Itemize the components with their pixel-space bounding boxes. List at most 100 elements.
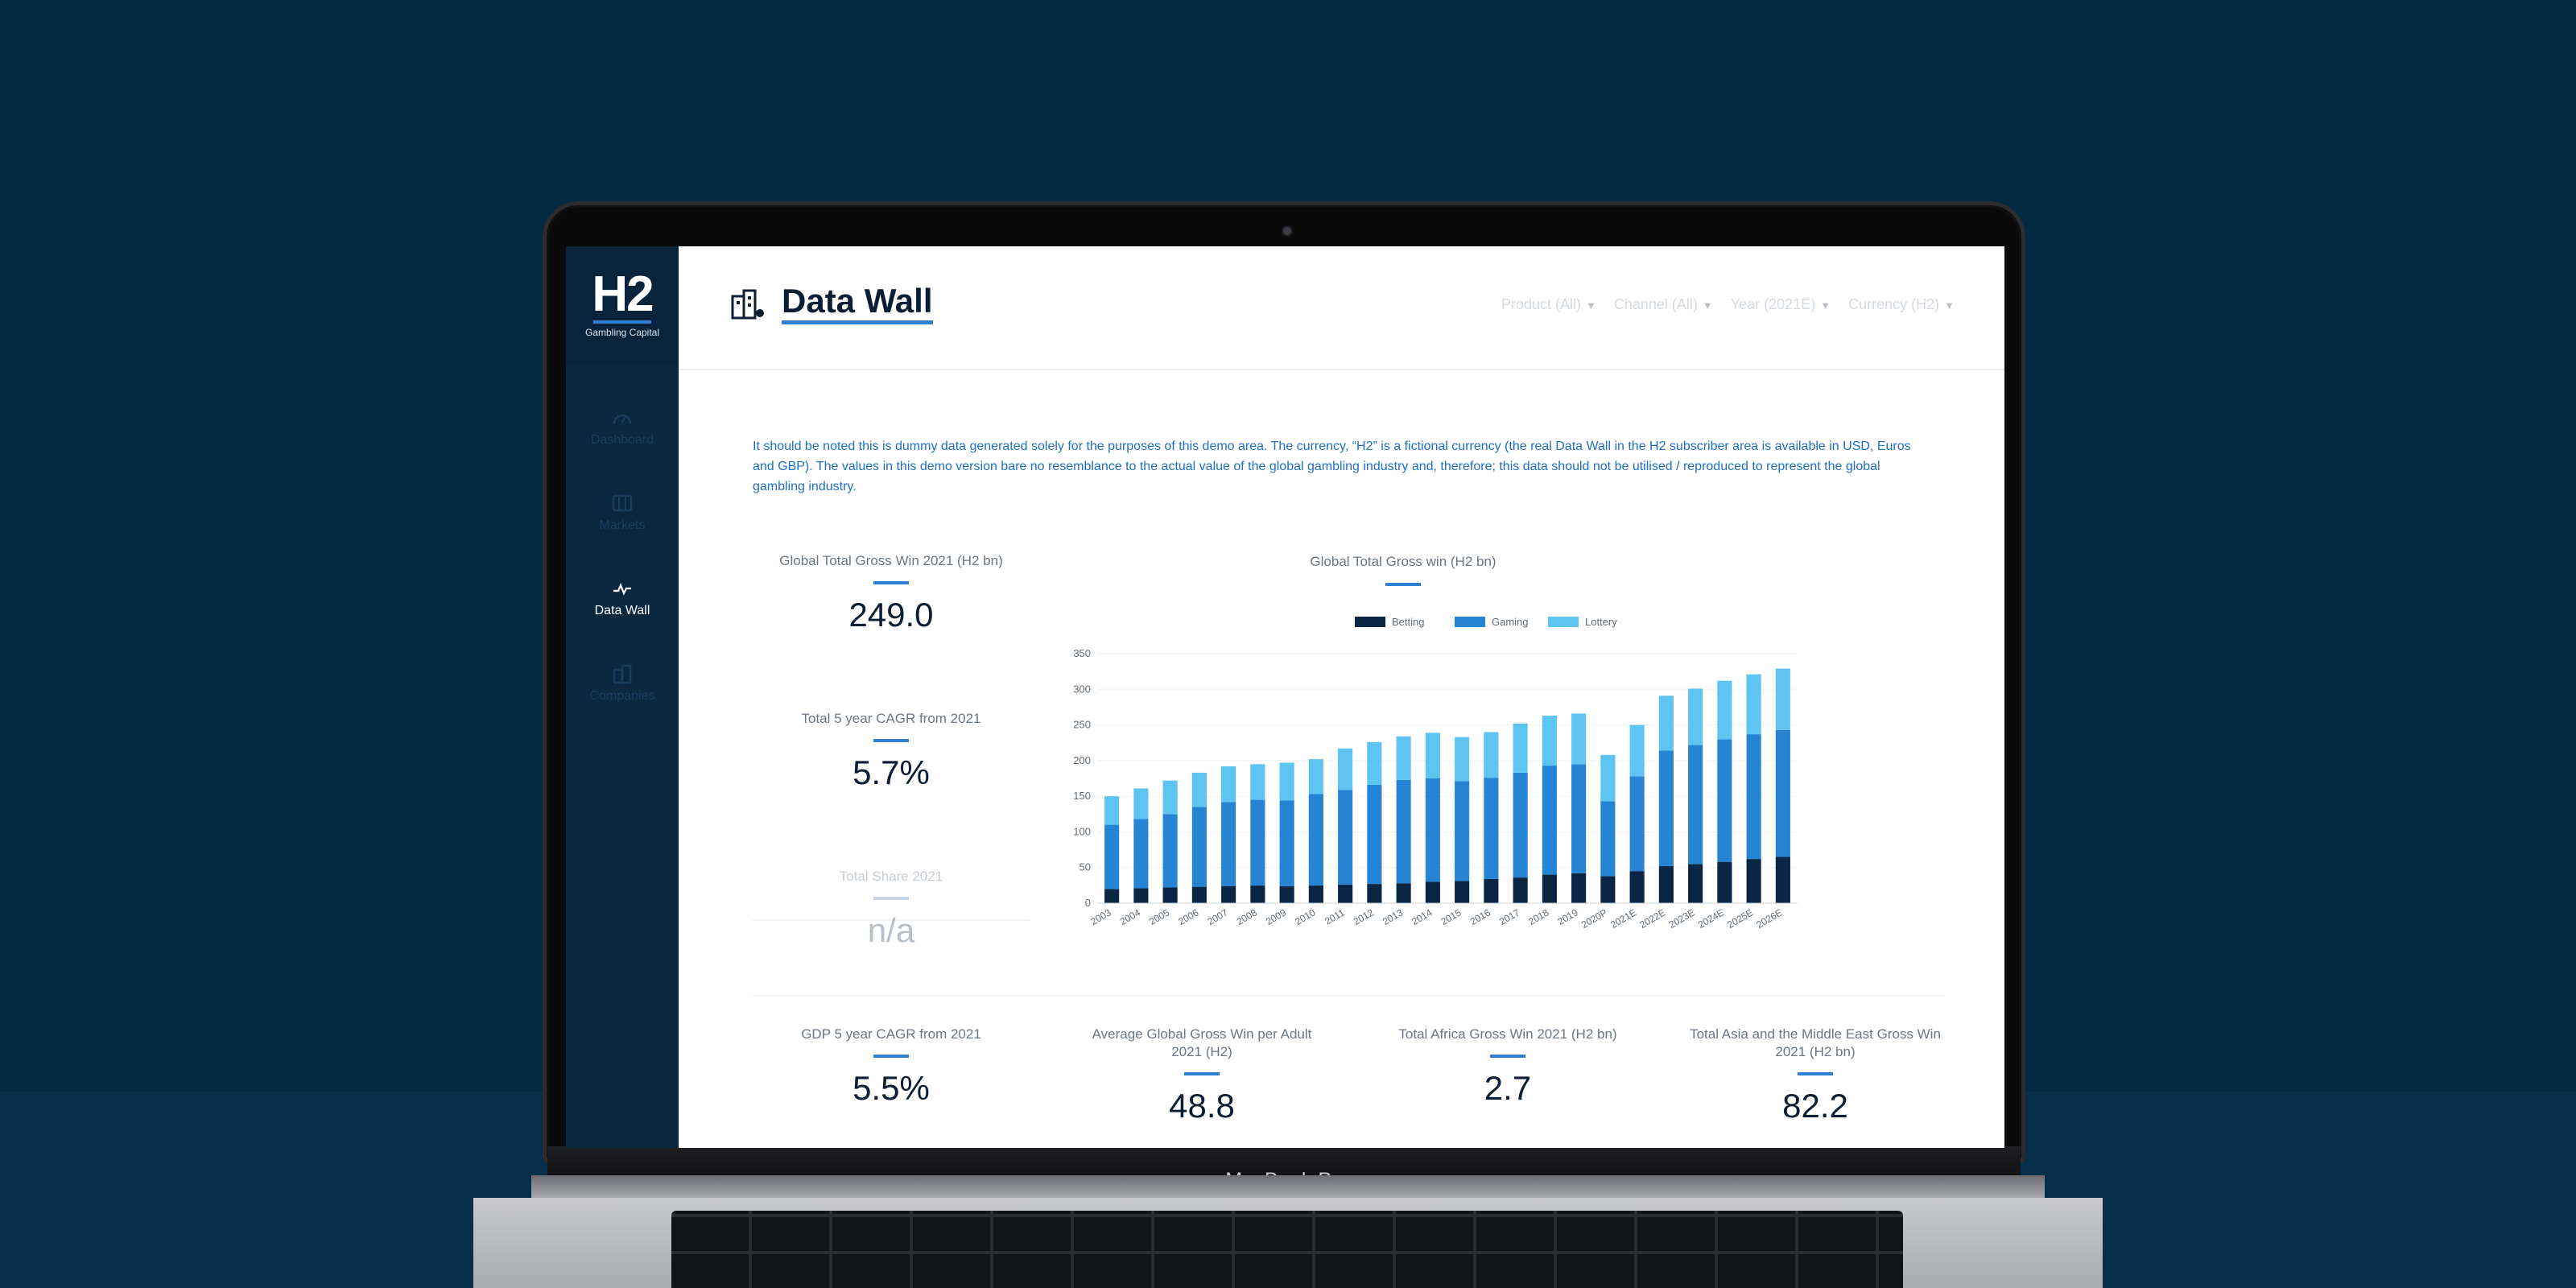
y-tick-label: 50: [1080, 861, 1091, 873]
product-filter[interactable]: Product (All) ▼: [1501, 296, 1596, 313]
x-tick-label: 2022E: [1637, 906, 1667, 930]
legend-label: Lottery: [1585, 616, 1617, 628]
bar-segment-lottery: [1104, 796, 1120, 825]
y-tick-label: 0: [1085, 897, 1091, 909]
title-underline: [782, 320, 933, 324]
bar-segment-betting: [1629, 871, 1645, 903]
bar-segment-gaming: [1162, 814, 1178, 888]
x-tick-label: 2004: [1118, 906, 1142, 927]
kpi-rule: [1184, 1072, 1220, 1075]
bar-segment-lottery: [1396, 736, 1411, 780]
map-icon: [612, 494, 633, 512]
disclaimer-text: It should be noted this is dummy data ge…: [753, 440, 1911, 493]
bar-segment-betting: [1308, 885, 1323, 903]
kpi-gdp-cagr: GDP 5 year CAGR from 2021 5.5%: [753, 1026, 1030, 1108]
logo[interactable]: H2 Gambling Capital: [566, 246, 679, 365]
bar-segment-betting: [1367, 884, 1382, 903]
channel-filter[interactable]: Channel (All) ▼: [1614, 296, 1713, 313]
bar-segment-lottery: [1513, 723, 1528, 773]
bar-segment-gaming: [1221, 802, 1236, 886]
kpi-value: n/a: [867, 911, 915, 949]
currency-filter[interactable]: Currency (H2) ▼: [1848, 296, 1955, 313]
section-divider: [753, 995, 1944, 997]
bar-segment-lottery: [1775, 668, 1790, 730]
bar-segment-gaming: [1308, 794, 1323, 886]
sidebar-item-label: Companies: [589, 689, 655, 703]
x-tick-label: 2010: [1293, 906, 1317, 927]
bar-segment-betting: [1221, 886, 1236, 903]
kpi-divider: [753, 919, 1030, 921]
bar-segment-lottery: [1629, 724, 1645, 777]
buildings-icon: [731, 289, 764, 320]
bar-segment-gaming: [1717, 739, 1732, 862]
y-tick-label: 100: [1073, 825, 1091, 837]
kpi-asia-middle-east: Total Asia and the Middle East Gross Win…: [1686, 1026, 1944, 1125]
x-tick-label: 2016: [1468, 906, 1492, 927]
bar-segment-betting: [1746, 859, 1761, 903]
page-header: Data Wall Product (All) ▼ Channel (All) ▼ …: [679, 246, 2004, 370]
main-content: Data Wall Product (All) ▼ Channel (All) ▼ …: [679, 246, 2004, 1148]
kpi-rule: [873, 739, 909, 742]
bar-segment-lottery: [1367, 741, 1382, 785]
x-tick-label: 2019: [1555, 906, 1579, 927]
bar-segment-gaming: [1600, 801, 1616, 877]
bar-segment-betting: [1133, 888, 1149, 903]
bar-segment-gaming: [1629, 776, 1645, 872]
bar-segment-betting: [1688, 864, 1703, 903]
bar-segment-gaming: [1688, 745, 1703, 865]
legend-swatch: [1355, 617, 1385, 627]
buildings-icon: [613, 664, 632, 684]
gauge-icon: [613, 414, 632, 424]
kpi-rule: [873, 581, 909, 584]
x-tick-label: 2017: [1497, 906, 1521, 927]
sidebar-item-dashboard[interactable]: Dashboard: [566, 407, 679, 448]
kpi-label: Global Total Gross Win 2021 (H2 bn): [779, 553, 1003, 568]
x-tick-label: 2003: [1088, 906, 1113, 927]
bar-segment-betting: [1775, 857, 1790, 903]
kpi-value: 82.2: [1782, 1087, 1848, 1125]
sidebar-item-label: Dashboard: [590, 433, 654, 447]
y-tick-label: 350: [1073, 647, 1091, 659]
filter-label: Year (2021E): [1730, 296, 1816, 312]
bar-segment-betting: [1571, 873, 1587, 903]
logo-mark: H2: [592, 266, 654, 322]
bar-segment-lottery: [1484, 732, 1499, 778]
bar-segment-gaming: [1513, 772, 1528, 878]
kpi-total-share: Total Share 2021 n/a: [753, 868, 1030, 950]
y-tick-label: 200: [1073, 754, 1091, 766]
kpi-rule: [1490, 1055, 1525, 1058]
filter-bar: Product (All) ▼ Channel (All) ▼ Year (2021…: [1501, 296, 1955, 313]
bar-segment-gaming: [1250, 799, 1265, 886]
bar-segment-gaming: [1367, 784, 1382, 885]
chart-title: Global Total Gross win (H2 bn): [1310, 554, 1496, 569]
keyboard: [671, 1211, 1903, 1288]
sidebar-item-data-wall[interactable]: Data Wall: [566, 578, 679, 618]
x-tick-label: 2005: [1147, 906, 1171, 927]
bar-segment-betting: [1104, 889, 1120, 903]
sidebar: H2 Gambling Capital Dashboard Markets Da: [566, 246, 679, 1148]
bar-segment-lottery: [1717, 680, 1732, 740]
year-filter[interactable]: Year (2021E) ▼: [1731, 296, 1831, 313]
sidebar-item-markets[interactable]: Markets: [566, 493, 679, 533]
kpi-label: Average Global Gross Win per Adult 2021 …: [1092, 1026, 1312, 1059]
bar-segment-betting: [1455, 881, 1470, 903]
bar-segment-lottery: [1425, 733, 1440, 778]
x-tick-label: 2013: [1381, 906, 1405, 927]
bar-segment-lottery: [1746, 674, 1761, 735]
filter-label: Channel (All): [1613, 296, 1698, 312]
bar-segment-gaming: [1746, 734, 1761, 860]
bar-segment-betting: [1658, 865, 1674, 903]
sidebar-item-label: Markets: [599, 518, 646, 532]
legend-swatch: [1455, 617, 1485, 627]
kpi-label: Total Africa Gross Win 2021 (H2 bn): [1398, 1026, 1617, 1042]
kpi-value: 5.7%: [852, 753, 930, 791]
pulse-icon: [613, 583, 631, 596]
screen: H2 Gambling Capital Dashboard Markets Da: [566, 246, 2004, 1148]
logo-subtitle: Gambling Capital: [584, 327, 660, 338]
bar-segment-lottery: [1279, 762, 1294, 801]
bar-segment-lottery: [1250, 764, 1265, 800]
sidebar-item-companies[interactable]: Companies: [566, 663, 679, 704]
chevron-down-icon: ▼: [1586, 299, 1596, 312]
bar-segment-gaming: [1455, 781, 1470, 881]
kpi-rule: [873, 1055, 909, 1058]
